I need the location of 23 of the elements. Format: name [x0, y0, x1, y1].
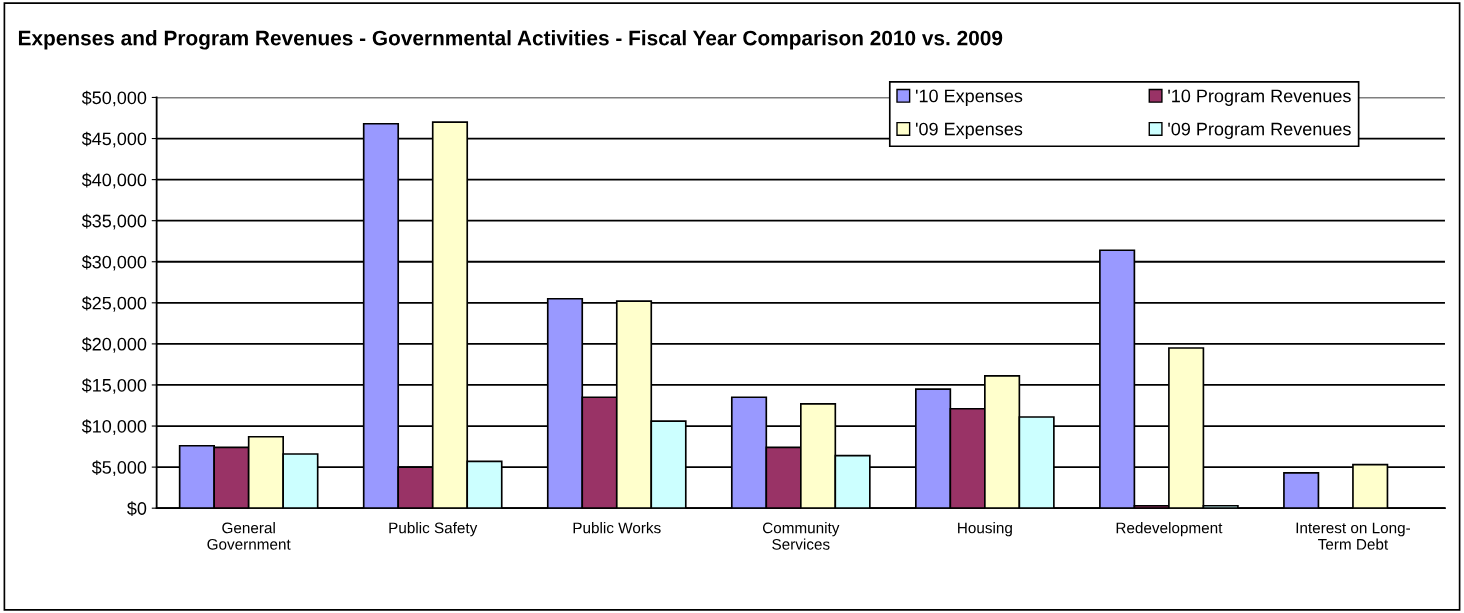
y-tick-label: $0 — [127, 501, 147, 516]
y-tick-label: $30,000 — [81, 254, 147, 271]
y-tick-label: $45,000 — [81, 131, 147, 148]
x-tick-label: Public Safety — [389, 522, 478, 537]
y-tick-label: $50,000 — [81, 90, 147, 107]
y-tick-label: $15,000 — [81, 378, 147, 394]
legend-label: '10 Program Revenues — [1168, 89, 1351, 106]
x-tick-label: Public Works — [573, 522, 661, 534]
y-tick-label: $10,000 — [81, 419, 147, 435]
x-tick-label: Redevelopment — [1116, 522, 1223, 537]
legend-label: '09 Expenses — [915, 122, 1023, 139]
y-tick-label: $20,000 — [81, 337, 147, 353]
chart-title: Expenses and Program Revenues - Governmental Activities - Fiscal Year Comparison 2010 vs. 2009 — [18, 30, 1003, 50]
x-tick-label: General Government — [207, 522, 291, 550]
legend-label: '09 Program Revenues — [1168, 122, 1351, 139]
x-tick-label: Community Services — [762, 522, 840, 550]
x-tick-label: Interest on Long- Term Debt — [1296, 522, 1411, 550]
y-tick-label: $25,000 — [81, 296, 147, 312]
y-tick-label: $35,000 — [81, 213, 147, 230]
y-tick-label: $5,000 — [91, 460, 147, 476]
y-tick-label: $40,000 — [81, 172, 147, 189]
x-tick-label: Housing — [958, 522, 1012, 537]
legend-label: '10 Expenses — [915, 89, 1023, 106]
